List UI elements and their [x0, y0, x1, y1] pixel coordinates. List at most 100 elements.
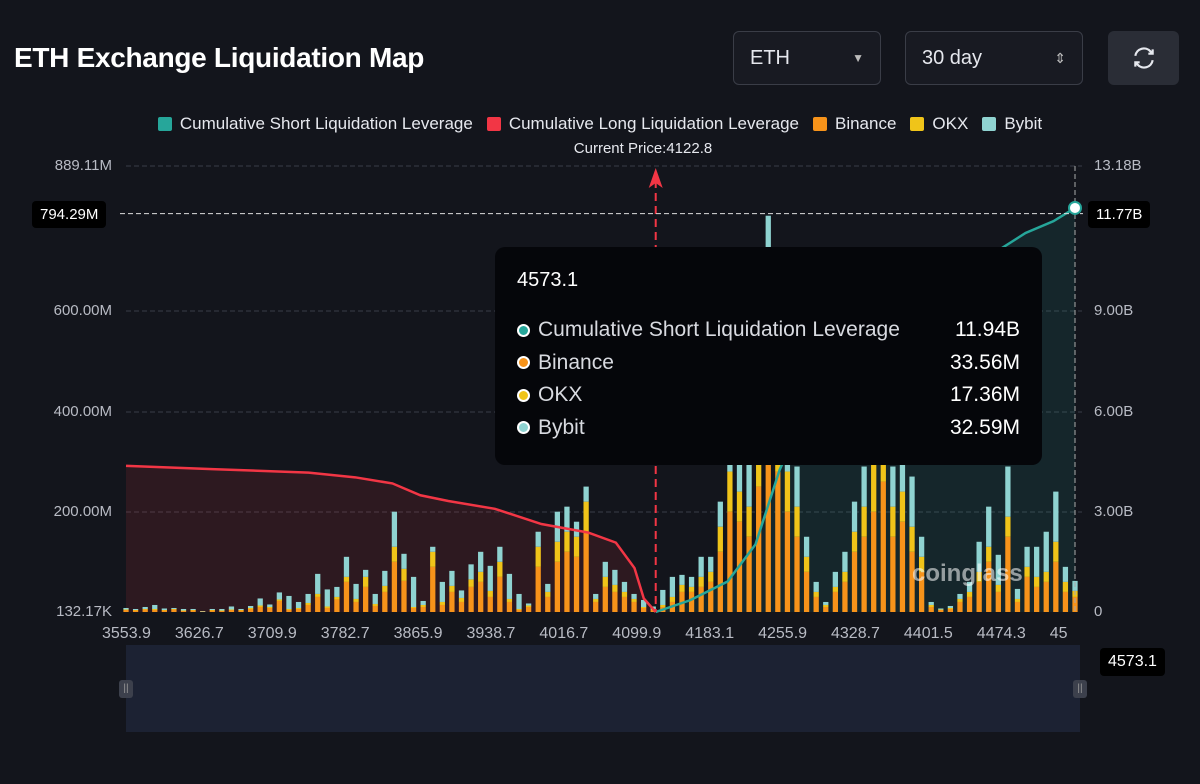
okx-bar — [871, 461, 877, 512]
binance-bar — [228, 609, 235, 612]
tooltip-label: Bybit — [538, 415, 585, 439]
binance-bar — [794, 536, 800, 612]
slider-handle-right[interactable]: || — [1073, 680, 1087, 698]
refresh-button[interactable] — [1108, 31, 1179, 85]
bybit-bar — [132, 608, 139, 610]
binance-bar — [909, 551, 915, 612]
bybit-bar — [708, 556, 714, 572]
right-axis-tick: 3.00B — [1094, 503, 1134, 520]
slider-handle-left[interactable]: || — [119, 680, 133, 698]
x-axis-tick: 3626.7 — [174, 625, 224, 642]
okx-bar — [1014, 598, 1021, 602]
bybit-bar — [142, 606, 148, 609]
bybit-bar — [535, 531, 541, 547]
okx-bar — [353, 598, 359, 602]
okx-bar — [372, 603, 378, 606]
coin-select[interactable]: ETH ▼ — [733, 31, 881, 85]
binance-bar — [353, 601, 359, 612]
x-axis-tick: 4328.7 — [831, 625, 880, 642]
bybit-bar — [602, 561, 608, 577]
bybit-bar — [209, 608, 215, 610]
binance-bar — [382, 591, 388, 612]
bybit-bar — [123, 607, 129, 610]
binance-bar — [573, 556, 580, 612]
binance-bar — [391, 561, 398, 612]
okx-bar — [631, 598, 637, 602]
legend-long[interactable]: Cumulative Long Liquidation Leverage — [486, 114, 799, 134]
bybit-bar — [439, 581, 445, 602]
binance-bar — [842, 581, 848, 612]
okx-bar — [1024, 566, 1030, 577]
period-select[interactable]: 30 day ⇕ — [905, 31, 1083, 85]
x-axis-tick: 3865.9 — [393, 625, 443, 642]
binance-bar — [1005, 536, 1011, 612]
okx-bar — [966, 591, 973, 597]
binance-bar — [708, 581, 714, 612]
bybit-bar — [861, 466, 867, 507]
okx-bar — [832, 586, 838, 592]
okx-bar — [209, 609, 215, 611]
binance-bar — [784, 511, 791, 612]
bybit-bar — [334, 586, 340, 597]
zoom-slider[interactable] — [126, 645, 1080, 732]
binance-bar — [832, 591, 838, 612]
tooltip-row: Bybit 32.59M — [517, 412, 1020, 445]
tooltip-label: OKX — [538, 383, 583, 407]
binance-bar — [286, 609, 292, 612]
okx-bar — [343, 576, 350, 582]
binance-bar — [324, 607, 330, 612]
okx-bar — [564, 531, 570, 552]
okx-bar — [497, 561, 503, 577]
tooltip-row: OKX 17.36M — [517, 379, 1020, 412]
binance-bar — [132, 610, 139, 612]
bybit-bar — [324, 589, 330, 607]
x-axis-tick: 3938.7 — [466, 625, 516, 642]
okx-bar — [784, 471, 791, 512]
left-axis-tick: 889.11M — [54, 157, 112, 174]
caret-down-icon: ▼ — [852, 51, 864, 65]
okx-bar — [612, 584, 618, 592]
binance-bar — [123, 609, 129, 612]
binance-bar — [238, 610, 244, 612]
bybit-bar — [190, 608, 196, 610]
okx-bar — [247, 607, 254, 609]
binance-bar — [209, 610, 215, 612]
okx-bar — [391, 546, 398, 562]
binance-bar — [813, 596, 819, 612]
okx-bar — [305, 602, 311, 605]
bybit-bar — [909, 476, 915, 527]
updown-icon: ⇕ — [1054, 49, 1066, 66]
legend-bybit[interactable]: Bybit — [982, 114, 1042, 134]
coin-select-value: ETH — [750, 46, 790, 69]
bybit-bar — [506, 573, 513, 599]
bybit-bar — [899, 441, 906, 492]
tooltip-value: 33.56M — [949, 350, 1020, 374]
okx-bar — [468, 579, 474, 587]
binance-bar — [861, 536, 867, 612]
bybit-bar — [660, 589, 666, 605]
okx-bar — [458, 597, 465, 602]
legend-okx[interactable]: OKX — [910, 114, 968, 134]
okx-bar — [180, 610, 187, 611]
right-axis-tick: 0 — [1094, 603, 1103, 620]
okx-bar — [506, 598, 513, 602]
okx-bar — [430, 551, 436, 567]
legend-short[interactable]: Cumulative Short Liquidation Leverage — [157, 114, 473, 134]
binance-bar — [487, 596, 493, 612]
okx-bar — [803, 556, 810, 572]
binance-bar — [641, 607, 647, 612]
legend-binance[interactable]: Binance — [812, 114, 896, 134]
bybit-bar — [851, 501, 858, 532]
binance-bar — [219, 610, 225, 612]
okx-bar — [1062, 581, 1069, 592]
binance-bar — [871, 511, 877, 612]
okx-bar — [823, 604, 829, 607]
okx-bar — [641, 606, 647, 608]
binance-bar — [564, 551, 570, 612]
okx-bar — [995, 584, 1001, 592]
binance-bar — [439, 604, 445, 612]
binance-bar — [525, 606, 532, 612]
okx-bar — [669, 596, 676, 602]
binance-bar — [1034, 586, 1040, 612]
okx-bar — [142, 608, 148, 610]
